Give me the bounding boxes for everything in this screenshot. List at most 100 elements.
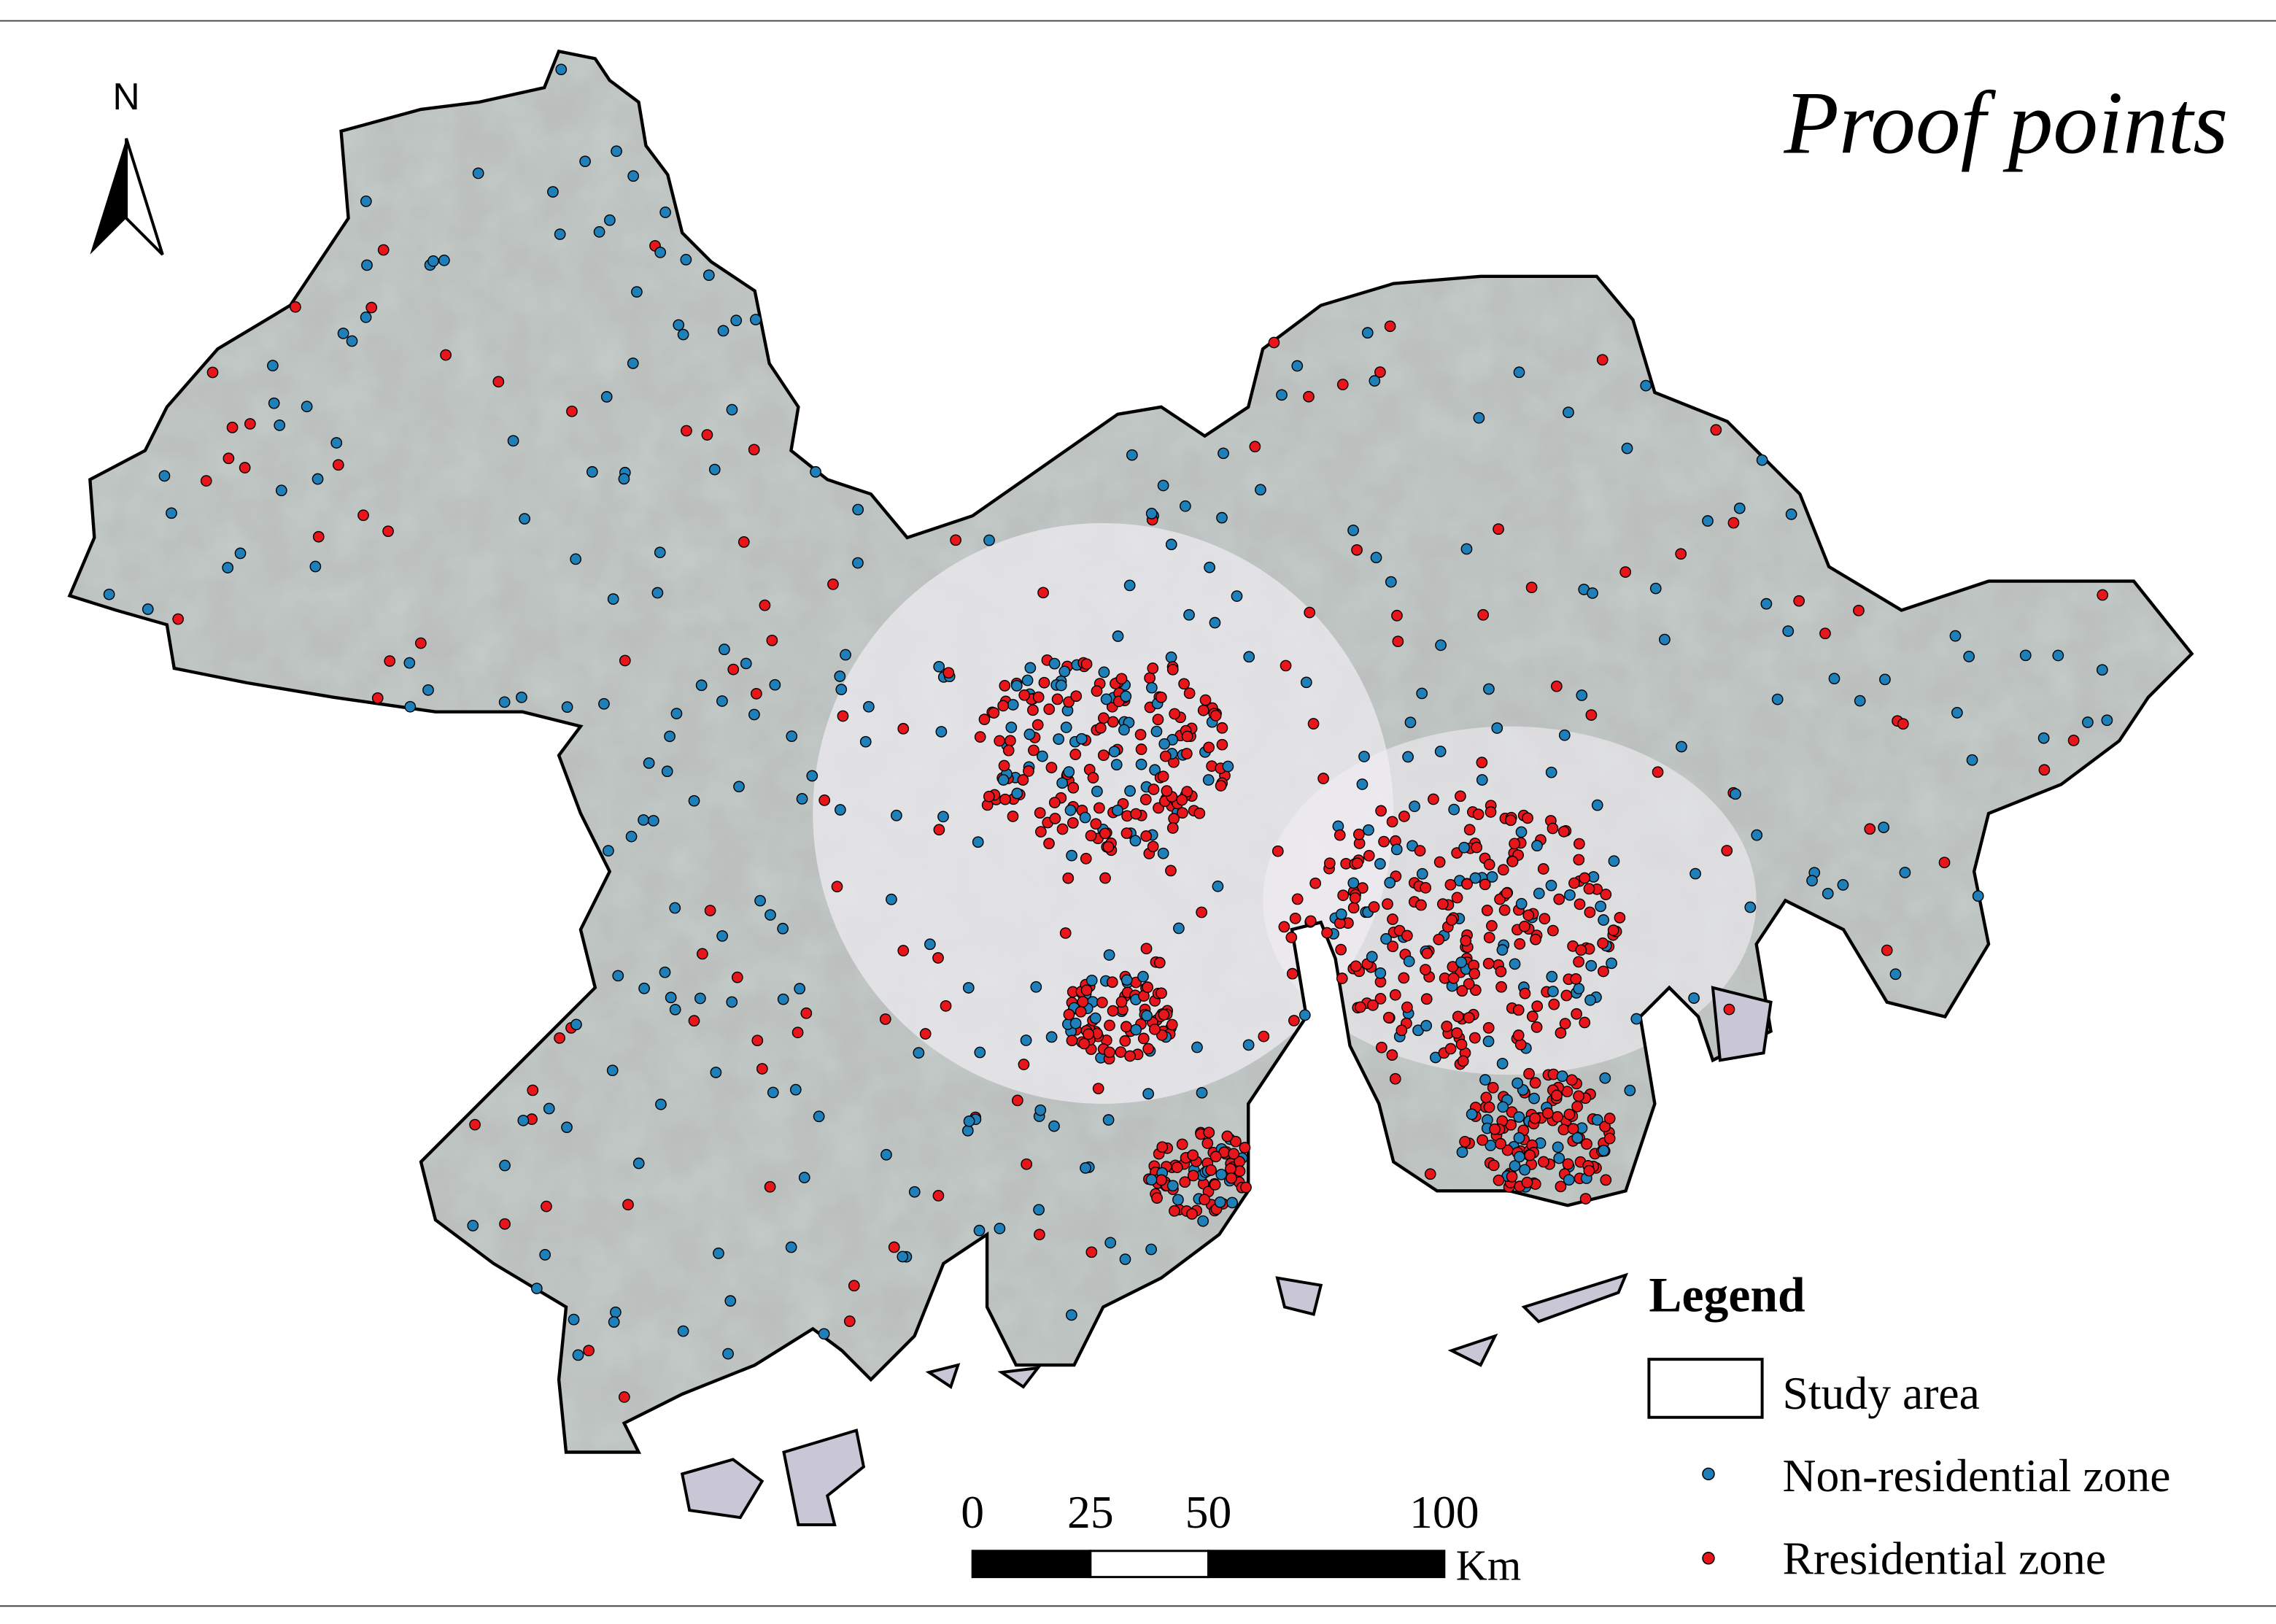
- non-residential-point: [1640, 379, 1652, 392]
- residential-point: [1099, 872, 1111, 884]
- non-residential-point: [1079, 811, 1091, 824]
- non-residential-point: [1100, 693, 1112, 705]
- non-residential-point: [309, 560, 322, 573]
- non-residential-point: [1130, 1024, 1142, 1036]
- residential-point: [1481, 905, 1493, 916]
- residential-point: [1349, 892, 1361, 904]
- residential-point: [1249, 441, 1261, 453]
- residential-point: [1063, 696, 1075, 708]
- non-residential-point: [1075, 732, 1088, 745]
- non-residential-point: [1137, 970, 1149, 983]
- non-residential-point: [1760, 598, 1773, 610]
- non-residential-point: [1180, 500, 1191, 512]
- residential-point: [1374, 366, 1386, 378]
- residential-point: [239, 462, 251, 473]
- legend-swatch-area: [1647, 1358, 1764, 1419]
- non-residential-point: [1509, 958, 1521, 970]
- non-residential-point: [835, 684, 848, 695]
- residential-point: [1415, 899, 1427, 911]
- non-residential-point: [1011, 787, 1023, 800]
- residential-point: [1675, 548, 1687, 560]
- residential-point: [1537, 863, 1549, 875]
- non-residential-point: [1291, 360, 1304, 372]
- residential-point: [1156, 987, 1167, 999]
- residential-point: [1051, 693, 1064, 705]
- residential-point: [1420, 964, 1431, 975]
- non-residential-point: [507, 435, 519, 447]
- residential-point: [1156, 1141, 1169, 1153]
- residential-point: [1187, 1149, 1199, 1161]
- residential-point: [1120, 1021, 1132, 1033]
- non-residential-point: [1045, 1031, 1058, 1043]
- residential-point: [1286, 967, 1298, 980]
- non-residential-point: [1361, 327, 1374, 339]
- non-residential-point: [654, 247, 667, 258]
- non-residential-point: [983, 534, 995, 546]
- non-residential-point: [1005, 722, 1018, 733]
- residential-point: [1552, 1110, 1563, 1123]
- non-residential-point: [1545, 766, 1557, 778]
- non-residential-point: [1112, 804, 1123, 816]
- non-residential-point: [1587, 587, 1598, 599]
- non-residential-point: [1460, 543, 1473, 555]
- non-residential-point: [1374, 858, 1386, 870]
- non-residential-point: [1085, 974, 1098, 986]
- residential-point: [1176, 1138, 1188, 1151]
- residential-point: [1897, 718, 1909, 730]
- non-residential-point: [1242, 1039, 1255, 1051]
- non-residential-point: [274, 419, 286, 431]
- residential-point: [618, 1391, 630, 1403]
- residential-point: [1197, 704, 1209, 716]
- non-residential-point: [1089, 1012, 1102, 1024]
- non-residential-point: [1744, 901, 1757, 913]
- residential-point: [1522, 909, 1535, 921]
- non-residential-point: [603, 845, 614, 857]
- residential-point: [1288, 1015, 1300, 1026]
- residential-point: [365, 301, 378, 314]
- residential-point: [837, 710, 849, 722]
- non-residential-point: [1196, 1086, 1208, 1099]
- residential-point: [1087, 772, 1099, 784]
- non-residential-point: [1598, 914, 1609, 926]
- residential-point: [1199, 694, 1212, 706]
- non-residential-point: [1733, 502, 1746, 514]
- residential-point: [997, 700, 1010, 712]
- residential-point: [1396, 1024, 1408, 1037]
- non-residential-point: [777, 922, 789, 935]
- non-residential-point: [543, 1102, 555, 1115]
- non-residential-point: [710, 1067, 722, 1078]
- non-residential-point: [886, 893, 897, 905]
- residential-point: [1097, 712, 1110, 724]
- non-residential-point: [422, 684, 434, 696]
- non-residential-point: [1482, 1035, 1495, 1048]
- non-residential-point: [1165, 651, 1177, 663]
- residential-point: [1560, 989, 1573, 1002]
- non-residential-point: [360, 196, 372, 207]
- residential-point: [1140, 943, 1153, 955]
- residential-point: [1027, 704, 1039, 716]
- residential-point: [1389, 989, 1401, 1001]
- non-residential-point: [717, 325, 729, 337]
- non-residential-point: [547, 186, 559, 198]
- residential-point: [1420, 882, 1432, 894]
- non-residential-point: [539, 1249, 551, 1261]
- residential-point: [1142, 1043, 1154, 1055]
- non-residential-point: [655, 1098, 667, 1110]
- scale-segment: [1089, 1550, 1209, 1579]
- residential-point: [382, 525, 394, 538]
- residential-point: [1080, 853, 1092, 865]
- legend-label: Non-residential zone: [1782, 1450, 2170, 1501]
- non-residential-point: [1300, 676, 1312, 689]
- non-residential-point: [1048, 657, 1061, 670]
- residential-point: [1045, 762, 1058, 773]
- residential-point: [1337, 889, 1350, 902]
- residential-point: [1147, 840, 1159, 853]
- residential-point: [1723, 1003, 1735, 1016]
- non-residential-point: [1531, 840, 1543, 852]
- residential-point: [1571, 1008, 1582, 1020]
- residential-point: [1463, 978, 1475, 990]
- non-residential-point: [726, 996, 738, 1008]
- residential-point: [1557, 826, 1570, 838]
- non-residential-point: [789, 1083, 802, 1096]
- non-residential-point: [606, 1064, 619, 1077]
